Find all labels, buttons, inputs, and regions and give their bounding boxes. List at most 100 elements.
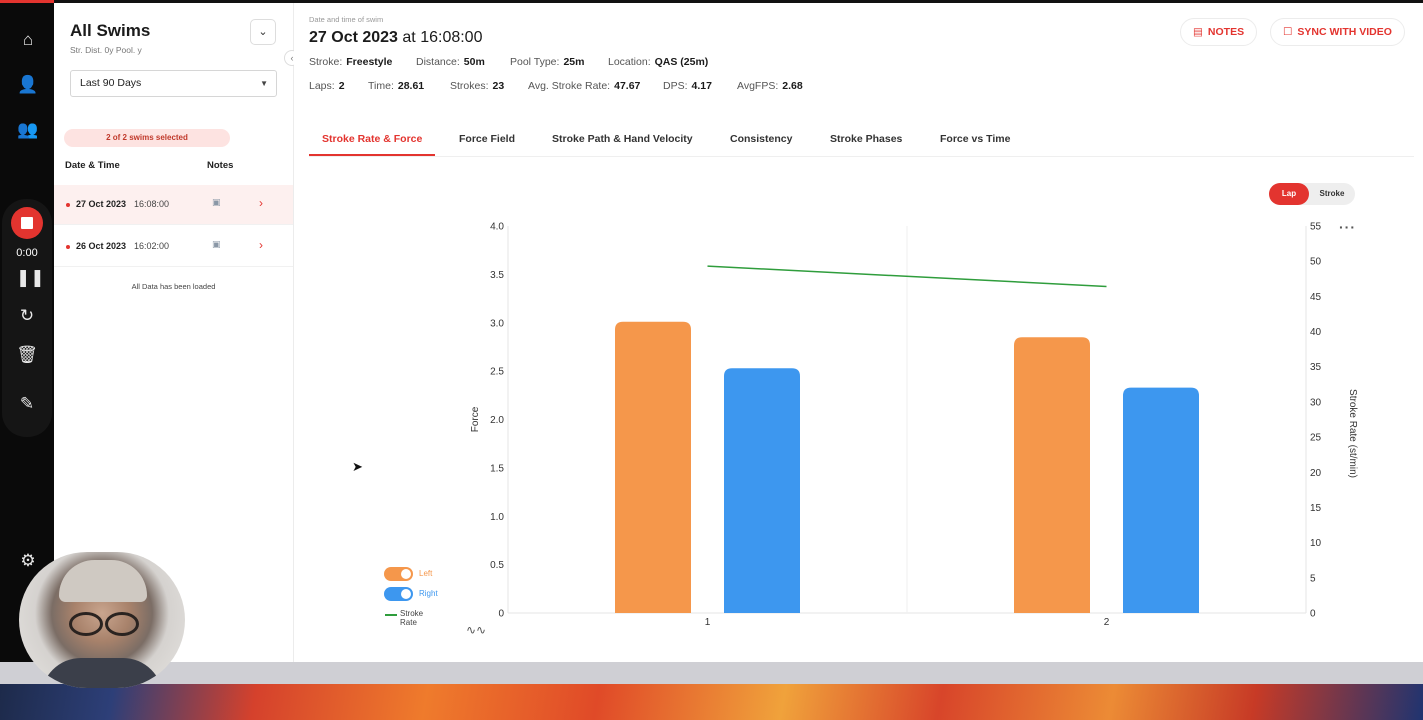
left-rail: ⌂ 👤 👥 0:00 ❚❚ ↻ 🗑 ✎ ⚙: [0, 3, 54, 684]
note-icon[interactable]: ▣: [212, 239, 221, 249]
stat-value: 2: [338, 80, 345, 92]
stat-label: Strokes:: [450, 80, 489, 92]
tab-stroke-phases[interactable]: Stroke Phases: [830, 133, 903, 145]
wave-icon: ∿∿: [466, 623, 487, 637]
chevron-left-icon: ‹: [290, 53, 294, 63]
restart-icon[interactable]: ↻: [19, 306, 35, 325]
webcam-cap: [59, 560, 147, 602]
date-range-value: Last 90 Days: [80, 77, 142, 89]
stat-value: QAS (25m): [654, 56, 709, 68]
y2-tick-label: 15: [1310, 503, 1322, 514]
column-notes: Notes: [207, 160, 234, 171]
trash-icon[interactable]: 🗑: [16, 345, 38, 364]
y2-tick-label: 0: [1310, 609, 1316, 620]
recorder-controls: 0:00 ❚❚ ↻ 🗑 ✎: [2, 199, 52, 437]
note-icon: ▤: [1193, 26, 1203, 38]
swim-row[interactable]: 27 Oct 2023 16:08:00 ▣ ›: [54, 185, 293, 225]
stat-strokes: Strokes: 23: [450, 80, 504, 92]
home-icon[interactable]: ⌂: [22, 30, 34, 49]
filter-dropdown-button[interactable]: ⌄: [250, 19, 276, 45]
lap-stroke-toggle[interactable]: Lap Stroke: [1269, 183, 1355, 205]
tab-stroke-rate-force[interactable]: Stroke Rate & Force: [322, 133, 423, 145]
record-time: 0:00: [16, 247, 38, 259]
toggle-lap[interactable]: Lap: [1269, 183, 1309, 205]
stat-label: Laps:: [309, 80, 335, 92]
y2-tick-label: 40: [1310, 327, 1322, 338]
sidebar-subtitle: Str. Dist. 0y Pool. y: [70, 45, 142, 55]
notes-button[interactable]: ▤ NOTES: [1180, 18, 1258, 46]
date-range-select[interactable]: Last 90 Days ▼: [70, 70, 277, 97]
sync-video-button[interactable]: ☐ SYNC WITH VIDEO: [1270, 18, 1405, 46]
tab-force-field[interactable]: Force Field: [459, 133, 516, 145]
swims-sidebar: All Swims Str. Dist. 0y Pool. y ⌄ Last 9…: [54, 3, 294, 662]
y2-tick-label: 30: [1310, 397, 1322, 408]
user-settings-icon[interactable]: 👤: [17, 75, 39, 94]
toggle-stroke[interactable]: Stroke: [1319, 189, 1345, 198]
stat-label: Location:: [608, 56, 651, 68]
tab-consistency[interactable]: Consistency: [730, 133, 793, 145]
x-tick-label: 2: [1104, 617, 1110, 628]
notes-label: NOTES: [1207, 26, 1245, 38]
chevron-right-icon[interactable]: ›: [259, 238, 263, 252]
mouse-cursor-icon: ➤: [352, 459, 363, 474]
bar-right: [724, 368, 800, 613]
stat-label: Stroke:: [309, 56, 343, 68]
stat-stroke: Stroke: Freestyle: [309, 56, 392, 68]
y2-tick-label: 45: [1310, 292, 1322, 303]
y2-tick-label: 10: [1310, 538, 1322, 549]
x-tick-label: 1: [705, 617, 711, 628]
stat-pool-type: Pool Type: 25m: [510, 56, 584, 68]
y-tick-label: 2.5: [490, 367, 504, 378]
stat-laps: Laps: 2: [309, 80, 345, 92]
chevron-right-icon[interactable]: ›: [259, 196, 263, 210]
swim-date: 27 Oct 2023: [76, 199, 127, 209]
stat-value: Freestyle: [346, 56, 393, 68]
y-tick-label: 4.0: [490, 222, 504, 233]
main-panel: Date and time of swim 27 Oct 2023 at 16:…: [294, 3, 1423, 662]
legend-line-swatch: [385, 614, 397, 616]
window-bottom-edge: [0, 662, 1423, 684]
more-options-icon[interactable]: ···: [1339, 219, 1356, 235]
selected-badge: 2 of 2 swims selected: [64, 129, 230, 147]
pencil-icon[interactable]: ✎: [19, 394, 35, 413]
bar-left: [615, 321, 691, 613]
y2-tick-label: 55: [1310, 222, 1322, 233]
stat-value: 47.67: [614, 80, 641, 92]
stat-value: 4.17: [691, 80, 712, 92]
bar-right: [1123, 387, 1199, 613]
legend-right-switch[interactable]: [384, 587, 413, 601]
caret-down-icon: ▼: [260, 79, 268, 88]
stat-value: 50m: [463, 56, 485, 68]
y-tick-label: 1.0: [490, 512, 504, 523]
stat-label: DPS:: [663, 80, 688, 92]
y-tick-label: 3.0: [490, 318, 504, 329]
legend-right-label: Right: [419, 589, 438, 598]
loaded-message: All Data has been loaded: [131, 282, 216, 291]
tab-stroke-path[interactable]: Stroke Path & Hand Velocity: [552, 133, 693, 145]
pause-icon[interactable]: ❚❚: [16, 268, 45, 287]
y2-tick-label: 50: [1310, 257, 1322, 268]
legend-left-switch[interactable]: [384, 567, 413, 581]
stop-record-button[interactable]: [11, 207, 43, 239]
analysis-tabs: Stroke Rate & Force Force Field Stroke P…: [309, 127, 1414, 157]
swim-time: 16:02:00: [134, 241, 170, 251]
note-icon[interactable]: ▣: [212, 197, 221, 207]
team-icon[interactable]: 👥: [17, 120, 39, 139]
swim-row[interactable]: 26 Oct 2023 16:02:00 ▣ ›: [54, 227, 293, 267]
swim-time: 16:08:00: [134, 199, 170, 209]
legend-rate-label: Stroke Rate: [400, 609, 424, 627]
stat-dps: DPS: 4.17: [663, 80, 712, 92]
top-strip: [0, 0, 1423, 3]
stat-value: 23: [492, 80, 505, 92]
stat-avg-stroke-rate: Avg. Stroke Rate: 47.67: [528, 80, 640, 92]
checkbox-icon: ☐: [1283, 26, 1293, 38]
stat-label: Time:: [368, 80, 394, 92]
y2-axis-label: Stroke Rate (st/min): [1347, 389, 1358, 478]
stroke-rate-line: [707, 265, 1107, 288]
tab-force-vs-time[interactable]: Force vs Time: [940, 133, 1011, 145]
stat-label: Avg. Stroke Rate:: [528, 80, 611, 92]
stat-time: Time: 28.61: [368, 80, 424, 92]
y2-tick-label: 35: [1310, 362, 1322, 373]
gear-icon[interactable]: ⚙: [20, 551, 36, 570]
